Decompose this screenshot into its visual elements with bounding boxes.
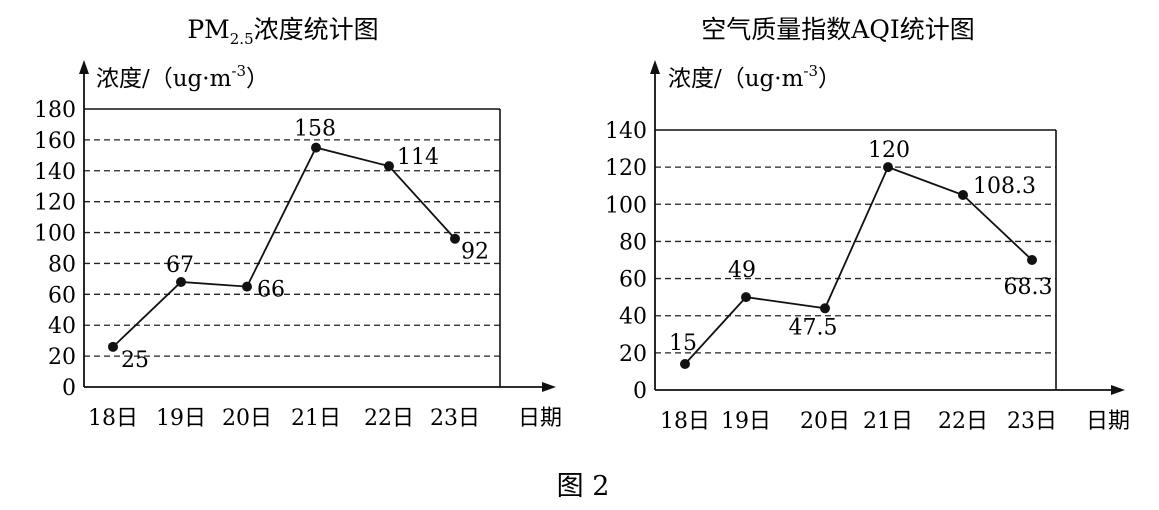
data-label: 49 [728,258,756,283]
data-point [384,161,394,172]
data-point [311,142,321,153]
y-axis-arrow [650,60,660,74]
chart-title: PM2.5浓度统计图 [187,15,378,48]
data-label: 108.3 [973,174,1036,199]
y-tick-label: 100 [605,193,647,218]
data-label: 67 [166,253,194,278]
x-tick-label: 23日 [1007,409,1057,434]
data-point [883,162,893,173]
data-point [176,276,186,287]
x-axis-arrow [542,382,556,392]
data-label: 120 [868,138,910,163]
y-tick-label: 60 [48,283,76,308]
y-tick-label: 80 [619,230,647,255]
y-axis-arrow [79,60,89,74]
data-label: 25 [121,348,149,373]
x-tick-label: 21日 [291,406,341,431]
data-label: 15 [669,331,697,356]
series-line [112,146,456,348]
y-tick-label: 40 [619,305,647,330]
data-label: 47.5 [789,315,838,340]
x-tick-label: 19日 [721,409,771,434]
data-label: 158 [294,117,336,142]
data-point [958,190,968,200]
data-label: 66 [257,278,285,303]
data-point [1027,255,1037,265]
y-tick-label: 100 [34,222,76,247]
x-tick-label: 18日 [660,409,710,434]
y-tick-label: 20 [48,345,76,370]
y-tick-label: 80 [48,252,76,277]
y-tick-label: 20 [619,342,647,367]
data-point [242,281,252,292]
x-axis-label: 日期 [518,406,562,431]
y-axis-label: 浓度/（ug·m-3） [96,62,269,92]
data-label: 68.3 [1004,275,1053,300]
y-tick-label: 180 [34,98,76,123]
data-label: 92 [461,240,489,265]
x-tick-label: 23日 [430,406,480,431]
x-tick-label: 19日 [156,406,206,431]
y-tick-label: 40 [48,314,76,339]
x-tick-label: 22日 [364,406,414,431]
figure-caption: 图 2 [557,471,610,502]
y-axis-label: 浓度/（ug·m-3） [668,62,841,92]
y-tick-label: 0 [62,376,76,401]
x-tick-label: 20日 [800,409,850,434]
y-tick-label: 60 [619,268,647,293]
y-tick-label: 0 [633,379,647,404]
x-tick-label: 18日 [88,406,138,431]
x-tick-label: 22日 [938,409,988,434]
series-line [684,166,1033,365]
y-tick-label: 120 [34,191,76,216]
x-tick-label: 20日 [222,406,272,431]
data-point [450,233,460,244]
data-point [820,303,830,314]
x-axis-arrow [1111,385,1125,395]
y-tick-label: 140 [605,119,647,144]
y-tick-label: 120 [605,156,647,181]
data-point [680,359,690,369]
chart-title: 空气质量指数AQI统计图 [701,15,974,44]
data-label: 114 [397,145,439,170]
y-tick-label: 160 [34,129,76,154]
x-axis-label: 日期 [1086,409,1130,434]
y-tick-label: 140 [34,160,76,185]
x-tick-label: 21日 [863,409,913,434]
data-point [741,292,751,303]
data-point [108,341,118,352]
